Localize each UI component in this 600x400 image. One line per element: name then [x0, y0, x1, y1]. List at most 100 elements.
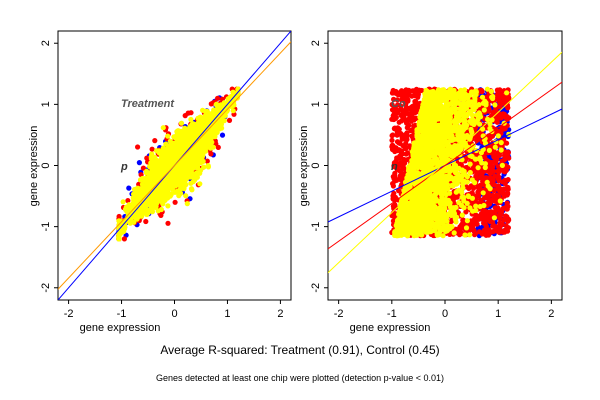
data-point — [405, 150, 411, 156]
data-point — [178, 120, 185, 126]
data-point — [201, 164, 207, 170]
data-point — [504, 185, 510, 191]
data-point — [180, 167, 186, 173]
y-tick-label: 2 — [40, 40, 52, 46]
data-point — [390, 132, 396, 138]
data-point — [221, 118, 227, 124]
data-point — [497, 216, 503, 222]
data-point — [176, 182, 182, 188]
data-point — [150, 203, 156, 209]
data-point — [168, 155, 174, 161]
data-point — [198, 121, 204, 127]
data-point — [145, 207, 151, 213]
data-point — [160, 145, 166, 151]
data-point — [165, 220, 171, 226]
data-point — [235, 86, 241, 92]
data-point — [486, 232, 492, 238]
data-point — [179, 133, 185, 139]
data-point — [215, 122, 221, 128]
data-point — [413, 115, 419, 121]
data-point — [491, 222, 497, 228]
data-point — [502, 149, 508, 155]
data-point — [189, 136, 195, 142]
data-point — [176, 193, 182, 199]
data-point — [506, 155, 512, 161]
data-point — [208, 145, 214, 151]
x-tick-label: 0 — [171, 308, 177, 320]
data-point — [389, 137, 395, 143]
data-point — [208, 128, 214, 134]
data-point — [200, 107, 206, 113]
data-point — [183, 193, 189, 199]
data-point — [208, 151, 214, 157]
data-point — [485, 209, 491, 215]
data-point — [153, 159, 159, 165]
data-point — [152, 138, 158, 144]
data-point — [495, 168, 501, 174]
data-point — [501, 192, 507, 198]
data-point — [499, 179, 506, 185]
data-point — [410, 88, 416, 94]
data-point — [160, 125, 166, 131]
data-point — [391, 96, 397, 102]
data-point — [188, 116, 194, 123]
data-point — [168, 191, 174, 197]
data-point — [498, 222, 504, 228]
data-point — [166, 146, 172, 152]
data-point — [404, 117, 410, 123]
data-point — [153, 189, 159, 195]
data-point — [505, 191, 511, 197]
data-point — [150, 196, 156, 202]
data-point — [489, 164, 495, 170]
data-point — [157, 165, 163, 171]
data-point — [116, 213, 122, 220]
data-point — [396, 119, 402, 125]
data-point — [488, 159, 494, 166]
data-point — [206, 135, 212, 141]
data-point — [404, 132, 410, 138]
data-point — [183, 126, 189, 132]
data-point — [198, 140, 205, 146]
x-tick-label: 1 — [224, 308, 230, 320]
data-point — [397, 175, 403, 181]
data-point — [495, 92, 501, 98]
data-point — [392, 104, 398, 110]
data-point — [184, 169, 190, 175]
data-point — [143, 175, 149, 181]
data-point — [494, 156, 500, 162]
data-point — [490, 192, 496, 198]
data-point — [393, 88, 399, 95]
data-point — [485, 195, 491, 202]
data-point — [182, 177, 188, 183]
data-point — [184, 201, 190, 207]
data-point — [496, 183, 502, 189]
data-point — [496, 175, 502, 181]
data-point — [504, 206, 510, 212]
data-point — [149, 169, 155, 175]
data-point — [497, 87, 503, 93]
data-point — [403, 140, 409, 146]
data-point — [503, 213, 509, 219]
data-point — [495, 164, 502, 170]
data-point — [459, 212, 465, 218]
data-point — [123, 204, 129, 210]
data-point — [158, 206, 164, 213]
data-point — [201, 145, 208, 151]
data-point — [144, 155, 150, 161]
data-point — [394, 132, 400, 138]
data-point — [400, 90, 406, 97]
data-point — [141, 188, 147, 194]
data-point — [398, 160, 404, 166]
data-point — [498, 212, 504, 218]
data-point — [406, 111, 412, 117]
data-point — [213, 102, 219, 108]
data-point — [226, 98, 232, 104]
y-tick-label: 0 — [40, 162, 52, 168]
data-point — [121, 229, 127, 235]
data-point — [133, 188, 140, 194]
data-point — [183, 140, 189, 146]
data-point — [406, 92, 412, 98]
data-point — [131, 198, 137, 204]
